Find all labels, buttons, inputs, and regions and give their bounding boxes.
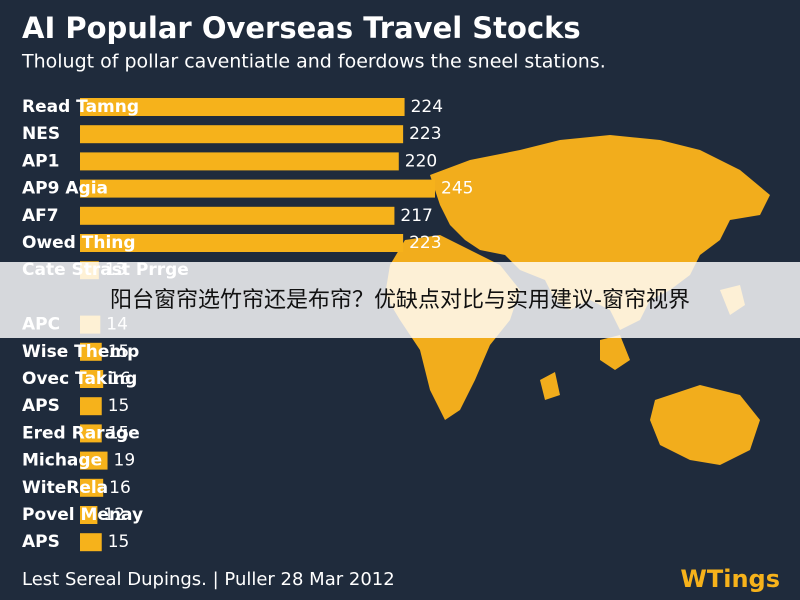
brand-logo: WTings [680,565,780,593]
bar [80,179,435,198]
category-label: Wise Themp [22,342,139,362]
chart-title: AI Popular Overseas Travel Stocks [22,11,581,45]
overlay-banner [0,262,800,338]
category-label: APS [22,396,60,416]
bar [80,397,102,416]
bar [80,478,104,497]
value-label: 15 [108,423,130,443]
category-label: AP9 Agia [22,179,108,199]
category-label: Read Tamng [22,97,139,117]
value-label: 223 [409,124,441,144]
bar [80,206,395,225]
value-label: 12 [103,505,125,525]
value-label: 16 [109,369,131,389]
value-label: 15 [108,532,130,552]
bar-group: Read Tamng 224 NES 223 AP1 220 AP9 Agia 245 AF7 2… [22,97,473,552]
value-label: 217 [400,206,432,226]
bar [80,533,102,552]
chart-subtitle: Tholugt of pollar caventiatle and foerdo… [21,51,606,73]
bar [80,152,399,171]
category-label: Ovec Taking [22,369,137,389]
category-label: AP1 [22,151,59,171]
bar [80,451,108,470]
category-label: NES [22,124,60,144]
category-label: Ered Rarage [22,423,140,443]
value-label: 224 [411,97,443,117]
bar [80,370,104,388]
value-label: 16 [109,478,131,498]
category-label: WiteRela [22,478,108,498]
category-label: Povel Menay [22,505,143,525]
bar [80,342,102,361]
bar [80,424,102,443]
bar [80,125,404,144]
value-label: 15 [108,342,130,362]
category-label: APS [22,532,60,552]
value-label: 220 [405,151,437,171]
value-label: 245 [441,179,473,199]
category-label: Michage [22,451,102,471]
value-label: 19 [114,451,136,471]
category-label: AF7 [22,206,59,226]
bar [80,234,404,252]
value-label: 15 [108,396,130,416]
bar [80,98,405,116]
category-label: Owed Thing [22,233,136,253]
bar [80,506,98,524]
footnote: Lest Sereal Dupings. | Puller 28 Mar 201… [22,569,395,590]
value-label: 223 [409,233,441,253]
overlay-text: 阳台窗帘选竹帘还是布帘？优缺点对比与实用建议-窗帘视界 [110,288,690,313]
